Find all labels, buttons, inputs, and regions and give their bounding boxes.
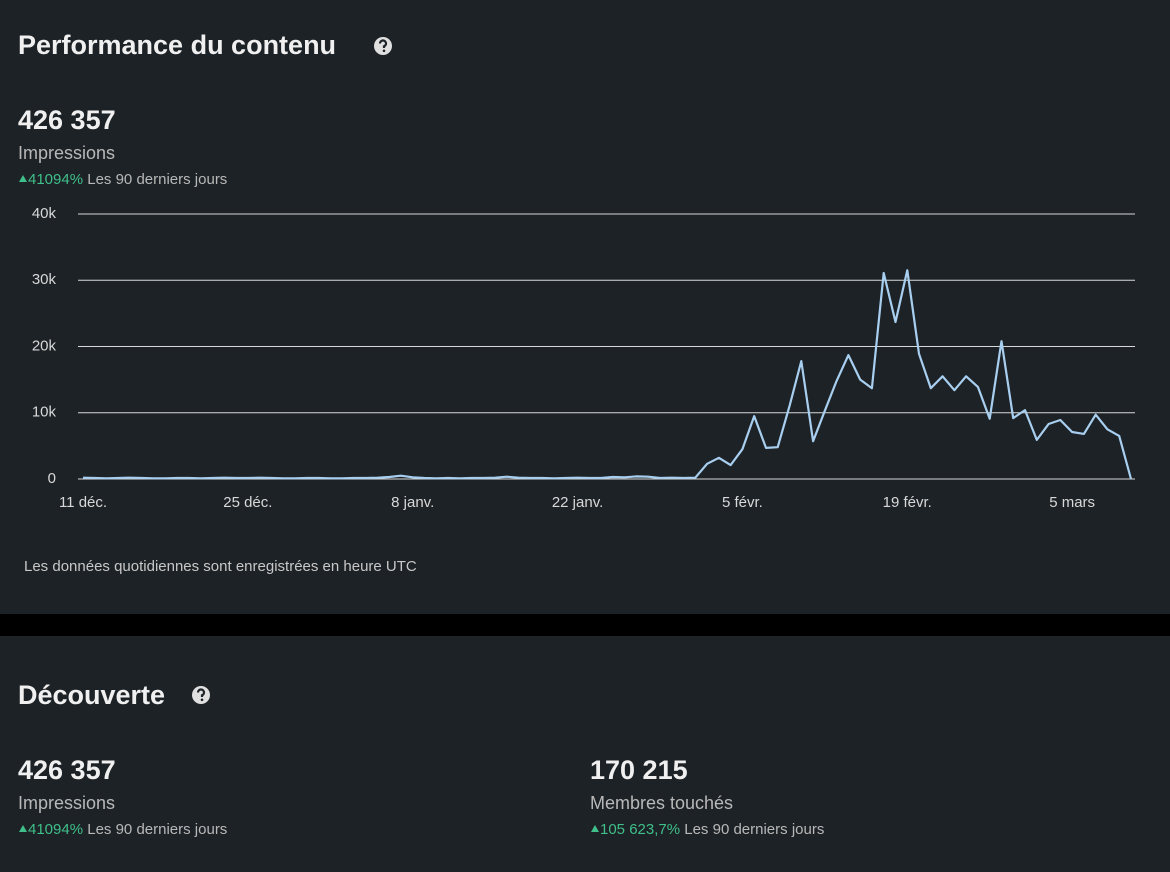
stat-change: 105 623,7% Les 90 derniers jours <box>590 821 824 838</box>
period: Les 90 derniers jours <box>87 171 228 188</box>
x-tick-label: 5 févr. <box>722 494 763 511</box>
x-tick-label: 8 janv. <box>391 494 434 511</box>
y-tick-label: 20k <box>32 337 57 354</box>
section-title: Découverte <box>18 680 166 710</box>
stat-change: 41094% Les 90 derniers jours <box>18 821 227 838</box>
stat-label: Membres touchés <box>590 793 734 813</box>
up-arrow <box>19 825 27 832</box>
up-arrow <box>591 825 599 832</box>
x-tick-label: 25 déc. <box>223 494 272 511</box>
x-tick-label: 19 févr. <box>883 494 932 511</box>
discovery-panel: Découverte 426 357 Impressions 41094% Le… <box>0 636 1170 872</box>
y-tick-label: 10k <box>32 404 57 421</box>
stat-value: 170 215 <box>590 755 688 785</box>
stat-value: 426 357 <box>18 105 116 135</box>
stat-value: 426 357 <box>18 755 116 785</box>
y-tick-label: 30k <box>32 271 57 288</box>
y-tick-label: 0 <box>48 470 56 487</box>
stat-change: 41094% Les 90 derniers jours <box>18 171 227 188</box>
footnote: Les données quotidiennes sont enregistré… <box>24 558 417 575</box>
period: Les 90 derniers jours <box>684 821 825 838</box>
stat-label: Impressions <box>18 793 116 813</box>
stat-label: Impressions <box>18 143 116 163</box>
y-tick-label: 40k <box>32 205 57 222</box>
x-tick-label: 22 janv. <box>552 494 603 511</box>
help-icon[interactable] <box>190 684 212 706</box>
change-value: 41094% <box>28 171 84 188</box>
performance-panel: Performance du contenu 426 357 Impressio… <box>0 0 1170 614</box>
x-tick-label: 11 déc. <box>59 494 107 511</box>
period: Les 90 derniers jours <box>87 821 228 838</box>
up-arrow <box>19 175 27 182</box>
chart: 0 10k 20k 30k 40k 11 déc. 25 déc. 8 janv. 22 jan… <box>32 205 1135 511</box>
change-value: 41094% <box>28 821 84 838</box>
section-title: Performance du contenu <box>18 30 337 60</box>
x-tick-label: 5 mars <box>1049 494 1095 511</box>
change-value: 105 623,7% <box>600 821 681 838</box>
help-icon[interactable] <box>372 35 394 57</box>
data-line <box>82 269 1133 480</box>
